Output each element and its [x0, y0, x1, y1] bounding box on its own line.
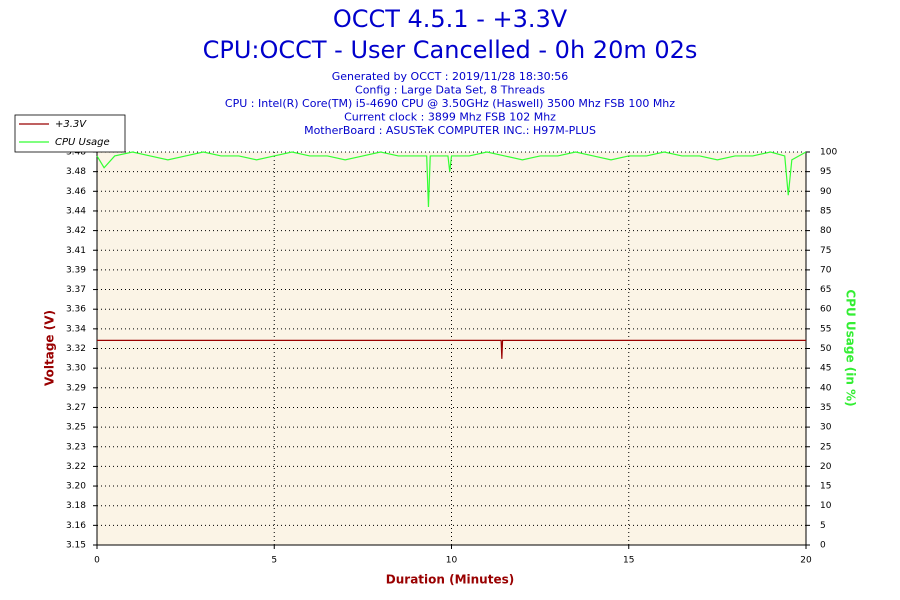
- y-tick-label: 3.27: [66, 403, 86, 413]
- info-line: CPU : Intel(R) Core(TM) i5-4690 CPU @ 3.…: [225, 97, 675, 110]
- series-line: [96, 151, 807, 208]
- y2-tick-label: 30: [820, 423, 832, 433]
- y-tick-label: 3.20: [66, 482, 86, 492]
- y2-tick-label: 80: [820, 226, 832, 236]
- y2-tick-label: 35: [820, 403, 831, 413]
- x-tick-label: 20: [800, 556, 812, 566]
- series-line: [97, 339, 806, 359]
- y2-tick-label: 20: [820, 462, 832, 472]
- info-line: Config : Large Data Set, 8 Threads: [355, 84, 545, 97]
- y-tick-label: 3.30: [66, 364, 86, 374]
- y-tick-label: 3.29: [66, 383, 86, 393]
- y-tick-label: 3.15: [66, 541, 86, 551]
- y-tick-label: 3.39: [66, 265, 86, 275]
- y-tick-label: 3.41: [66, 246, 86, 256]
- y-tick-label: 3.32: [66, 344, 86, 354]
- x-tick-label: 0: [94, 556, 100, 566]
- y-axis-label: Voltage (V): [43, 310, 57, 386]
- y-tick-label: 3.46: [66, 187, 86, 197]
- y2-tick-label: 40: [820, 383, 832, 393]
- y2-tick-label: 65: [820, 285, 831, 295]
- info-line: MotherBoard : ASUSTeK COMPUTER INC.: H97…: [304, 124, 596, 137]
- y-tick-label: 3.22: [66, 462, 86, 472]
- y2-tick-label: 90: [820, 187, 832, 197]
- chart-title: OCCT 4.5.1 - +3.3V: [333, 5, 568, 33]
- legend-label: CPU Usage: [55, 137, 110, 148]
- x-tick-label: 5: [271, 556, 277, 566]
- y-tick-label: 3.36: [66, 305, 86, 315]
- x-tick-label: 10: [446, 556, 458, 566]
- y2-tick-label: 55: [820, 324, 831, 334]
- x-tick-label: 15: [623, 556, 634, 566]
- y2-tick-label: 25: [820, 442, 831, 452]
- y-tick-label: 3.25: [66, 423, 86, 433]
- chart-subtitle: CPU:OCCT - User Cancelled - 0h 20m 02s: [203, 36, 698, 64]
- y-tick-label: 3.48: [66, 167, 86, 177]
- y-tick-label: 3.34: [66, 324, 86, 334]
- y-tick-label: 3.18: [66, 501, 86, 511]
- y-tick-label: 3.44: [66, 206, 86, 216]
- y2-tick-label: 70: [820, 265, 832, 275]
- y2-tick-label: 50: [820, 344, 832, 354]
- y-tick-label: 3.23: [66, 442, 86, 452]
- y2-tick-label: 100: [820, 148, 837, 158]
- y2-tick-label: 85: [820, 206, 831, 216]
- info-line: Current clock : 3899 Mhz FSB 102 Mhz: [344, 111, 556, 124]
- y2-tick-label: 95: [820, 167, 831, 177]
- y2-tick-label: 45: [820, 364, 831, 374]
- y2-tick-label: 60: [820, 305, 832, 315]
- y2-tick-label: 75: [820, 246, 831, 256]
- legend-label: +3.3V: [55, 119, 87, 130]
- y-tick-label: 3.16: [66, 521, 86, 531]
- info-line: Generated by OCCT : 2019/11/28 18:30:56: [332, 70, 569, 83]
- legend-box: [14, 114, 126, 153]
- y2-axis-label: CPU Usage (in %): [844, 289, 858, 406]
- y2-tick-label: 5: [820, 521, 826, 531]
- y2-tick-label: 0: [820, 541, 826, 551]
- y2-tick-label: 10: [820, 501, 832, 511]
- x-axis-label: Duration (Minutes): [386, 573, 514, 587]
- y-tick-label: 3.48: [66, 148, 86, 158]
- y2-tick-label: 15: [820, 482, 831, 492]
- y-tick-label: 3.42: [66, 226, 86, 236]
- y-tick-label: 3.37: [66, 285, 86, 295]
